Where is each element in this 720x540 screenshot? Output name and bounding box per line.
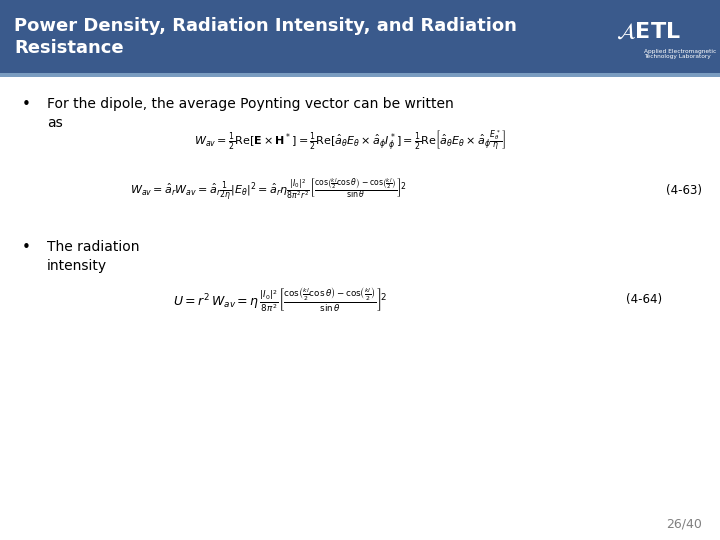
Text: (4-63): (4-63) [666, 184, 702, 197]
Text: intensity: intensity [47, 259, 107, 273]
Text: $U = r^2\, W_{av} = \eta\,\frac{|I_0|^2}{8\pi^2}\left[\frac{\cos\!\left(\frac{kl: $U = r^2\, W_{av} = \eta\,\frac{|I_0|^2}… [173, 286, 387, 314]
Text: Applied Electromagnetic
Technology Laboratory: Applied Electromagnetic Technology Labor… [644, 49, 716, 59]
Text: The radiation: The radiation [47, 240, 139, 254]
Text: •: • [22, 240, 30, 255]
Text: $\mathcal{A}$ETL: $\mathcal{A}$ETL [616, 21, 680, 42]
Text: $W_{av} = \hat{a}_r W_{av} = \hat{a}_r \frac{1}{2\eta}|E_\theta|^2 = \hat{a}_r \: $W_{av} = \hat{a}_r W_{av} = \hat{a}_r \… [130, 177, 406, 203]
Text: For the dipole, the average Poynting vector can be written: For the dipole, the average Poynting vec… [47, 97, 454, 111]
Text: 26/40: 26/40 [666, 517, 702, 530]
Text: •: • [22, 97, 30, 112]
Text: Resistance: Resistance [14, 39, 124, 57]
Bar [0, 73, 720, 77]
Text: $W_{av} = \frac{1}{2}\mathrm{Re}[\mathbf{E} \times \mathbf{H}^*] = \frac{1}{2}\m: $W_{av} = \frac{1}{2}\mathrm{Re}[\mathbf… [194, 128, 506, 153]
FancyBboxPatch shape [0, 0, 720, 73]
Text: (4-64): (4-64) [626, 293, 662, 306]
Text: as: as [47, 116, 63, 130]
Text: Power Density, Radiation Intensity, and Radiation: Power Density, Radiation Intensity, and … [14, 17, 517, 35]
